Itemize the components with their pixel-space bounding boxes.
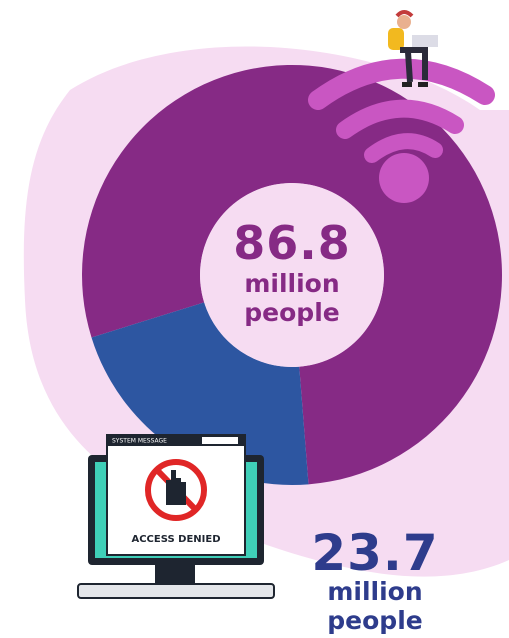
access-message: ACCESS DENIED <box>131 534 220 545</box>
person-illustration <box>388 10 438 87</box>
donut-hole <box>200 183 384 367</box>
wifi-dot <box>379 153 429 203</box>
value-label: 86.8 <box>233 216 351 270</box>
wifi-icon <box>308 58 495 163</box>
value-label: 23.7 <box>311 524 439 582</box>
unit-label: million people <box>244 269 340 327</box>
donut-slice <box>91 302 309 485</box>
window-title: SYSTEM MESSAGE <box>112 438 167 445</box>
monitor-illustration <box>77 434 275 599</box>
unit-label: million people <box>327 577 423 635</box>
